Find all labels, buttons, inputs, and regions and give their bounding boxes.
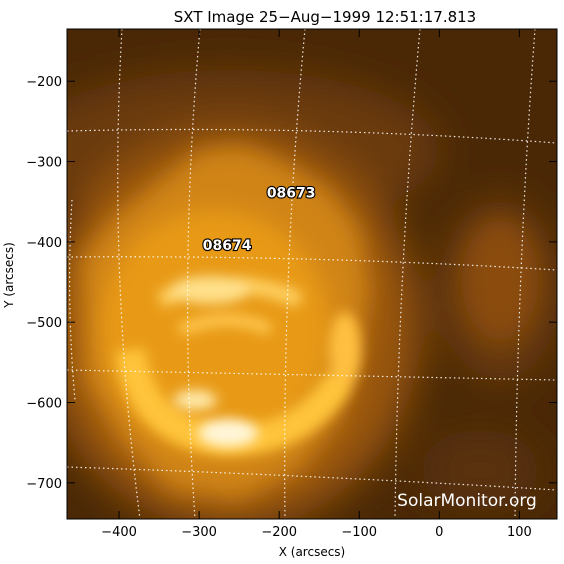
y-tick-label: −400 <box>26 236 62 251</box>
grid-line <box>394 29 421 519</box>
x-tick-label: −300 <box>181 525 217 540</box>
watermark: SolarMonitor.org <box>397 491 537 511</box>
grid-line <box>186 29 201 519</box>
ar-labels: 08673 08674 <box>202 185 317 255</box>
x-tick-label: 0 <box>435 525 443 540</box>
y-axis: −200 −300 −400 −500 −600 −700 <box>26 75 557 492</box>
x-axis-label: X (arcsecs) <box>279 545 346 559</box>
y-tick-label: −700 <box>26 477 62 492</box>
grid-line <box>69 199 76 401</box>
ar-label: 08674 <box>203 238 252 254</box>
x-axis: −400 −300 −200 −100 0 100 <box>101 29 532 540</box>
y-tick-label: −300 <box>26 156 62 171</box>
y-axis-label: Y (arcsecs) <box>2 242 16 309</box>
grid-line <box>284 29 306 519</box>
ar-label: 08673 <box>267 186 316 202</box>
sxt-image: 08673 08674 SolarMonitor.org <box>67 29 557 519</box>
heliographic-grid <box>67 29 557 519</box>
y-tick-label: −500 <box>26 316 62 331</box>
plot-frame <box>66 28 558 520</box>
y-tick-label: −200 <box>26 75 62 90</box>
grid-line <box>514 29 536 519</box>
chart-title: SXT Image 25−Aug−1999 12:51:17.813 <box>174 8 476 26</box>
x-tick-label: −100 <box>341 525 377 540</box>
flare-peak <box>173 390 258 447</box>
x-tick-label: 100 <box>507 525 532 540</box>
y-tick-label: −600 <box>26 397 62 412</box>
grid-line <box>117 29 141 519</box>
x-tick-label: −400 <box>101 525 137 540</box>
x-tick-label: −200 <box>261 525 297 540</box>
